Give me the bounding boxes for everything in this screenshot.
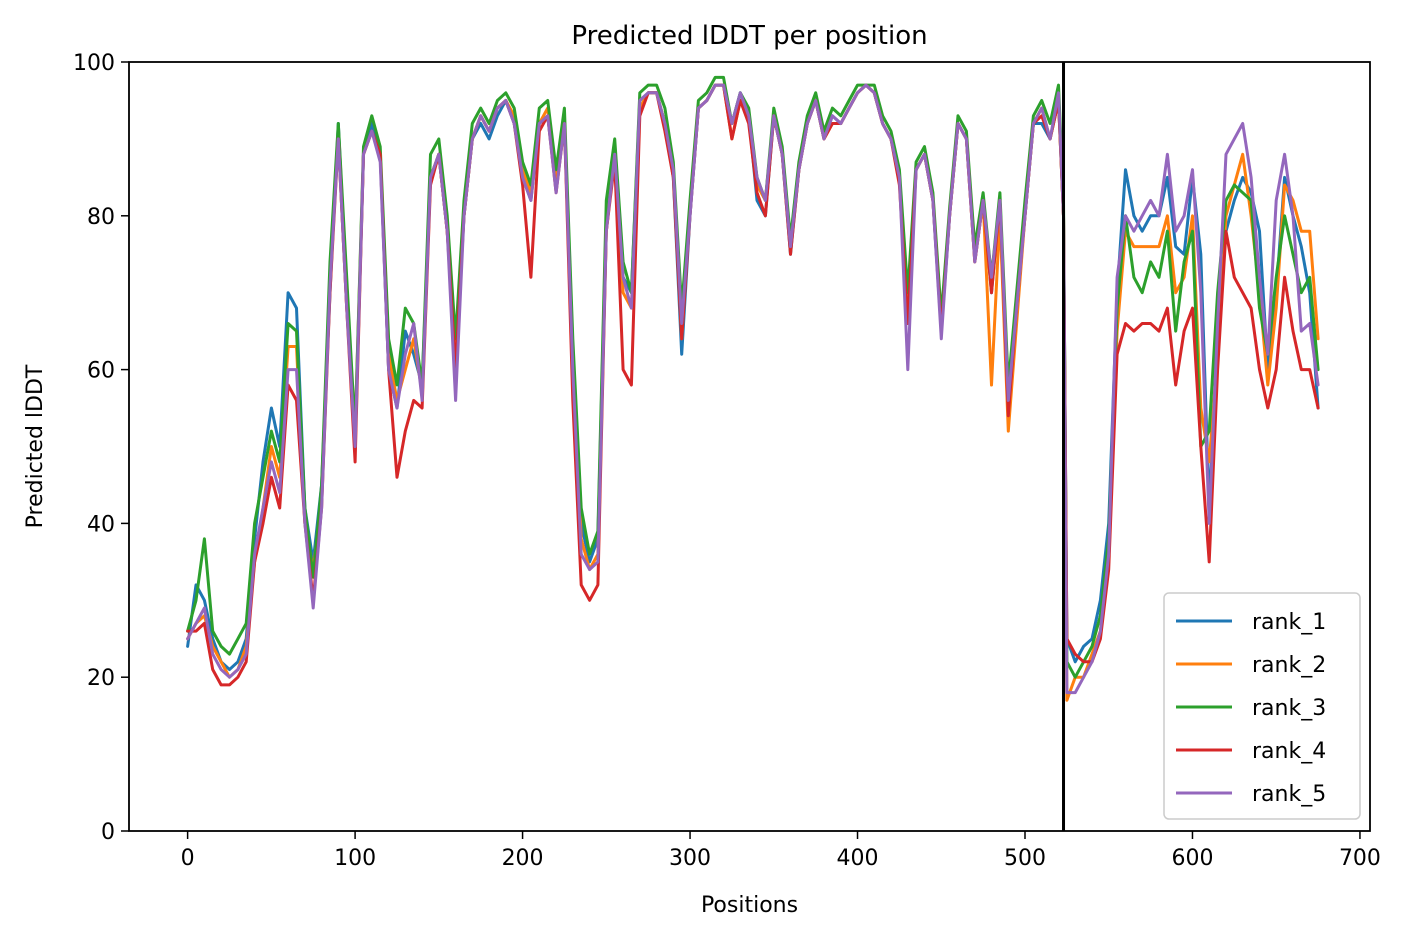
y-tick-label: 100 [73, 51, 115, 76]
x-tick-label: 600 [1171, 846, 1213, 871]
chart-legend: rank_1 rank_2 rank_3 rank_4 rank_5 [1163, 592, 1361, 820]
y-tick-label: 80 [87, 205, 115, 230]
y-tick-label: 40 [87, 512, 115, 537]
legend-label-rank_3: rank_3 [1252, 696, 1326, 721]
plot-area [186, 62, 1320, 831]
legend-label-rank_2: rank_2 [1252, 653, 1326, 678]
legend-box [1163, 592, 1361, 820]
x-tick-label: 100 [334, 846, 376, 871]
series-line-rank_5 [186, 83, 1320, 695]
x-tick-label: 200 [502, 846, 544, 871]
x-tick-label: 400 [837, 846, 879, 871]
y-axis-label: Predicted lDDT [23, 364, 48, 528]
x-tick-label: 0 [181, 846, 195, 871]
plot-frame [128, 61, 1371, 832]
y-tick-label: 60 [87, 359, 115, 384]
chart-title: Predicted lDDT per position [571, 21, 927, 51]
y-tick-label: 0 [101, 820, 115, 845]
x-tick-label: 700 [1339, 846, 1381, 871]
y-tick-label: 20 [87, 666, 115, 691]
legend-label-rank_1: rank_1 [1252, 610, 1326, 635]
x-axis-ticks: 0 100 200 300 400 500 600 700 [181, 831, 1381, 871]
legend-label-rank_5: rank_5 [1252, 782, 1326, 807]
x-axis-label: Positions [701, 893, 798, 918]
x-tick-label: 300 [669, 846, 711, 871]
x-tick-label: 500 [1004, 846, 1046, 871]
y-axis-ticks: 0 20 40 60 80 100 [73, 51, 129, 845]
legend-label-rank_4: rank_4 [1252, 739, 1326, 764]
series-group [186, 75, 1320, 702]
